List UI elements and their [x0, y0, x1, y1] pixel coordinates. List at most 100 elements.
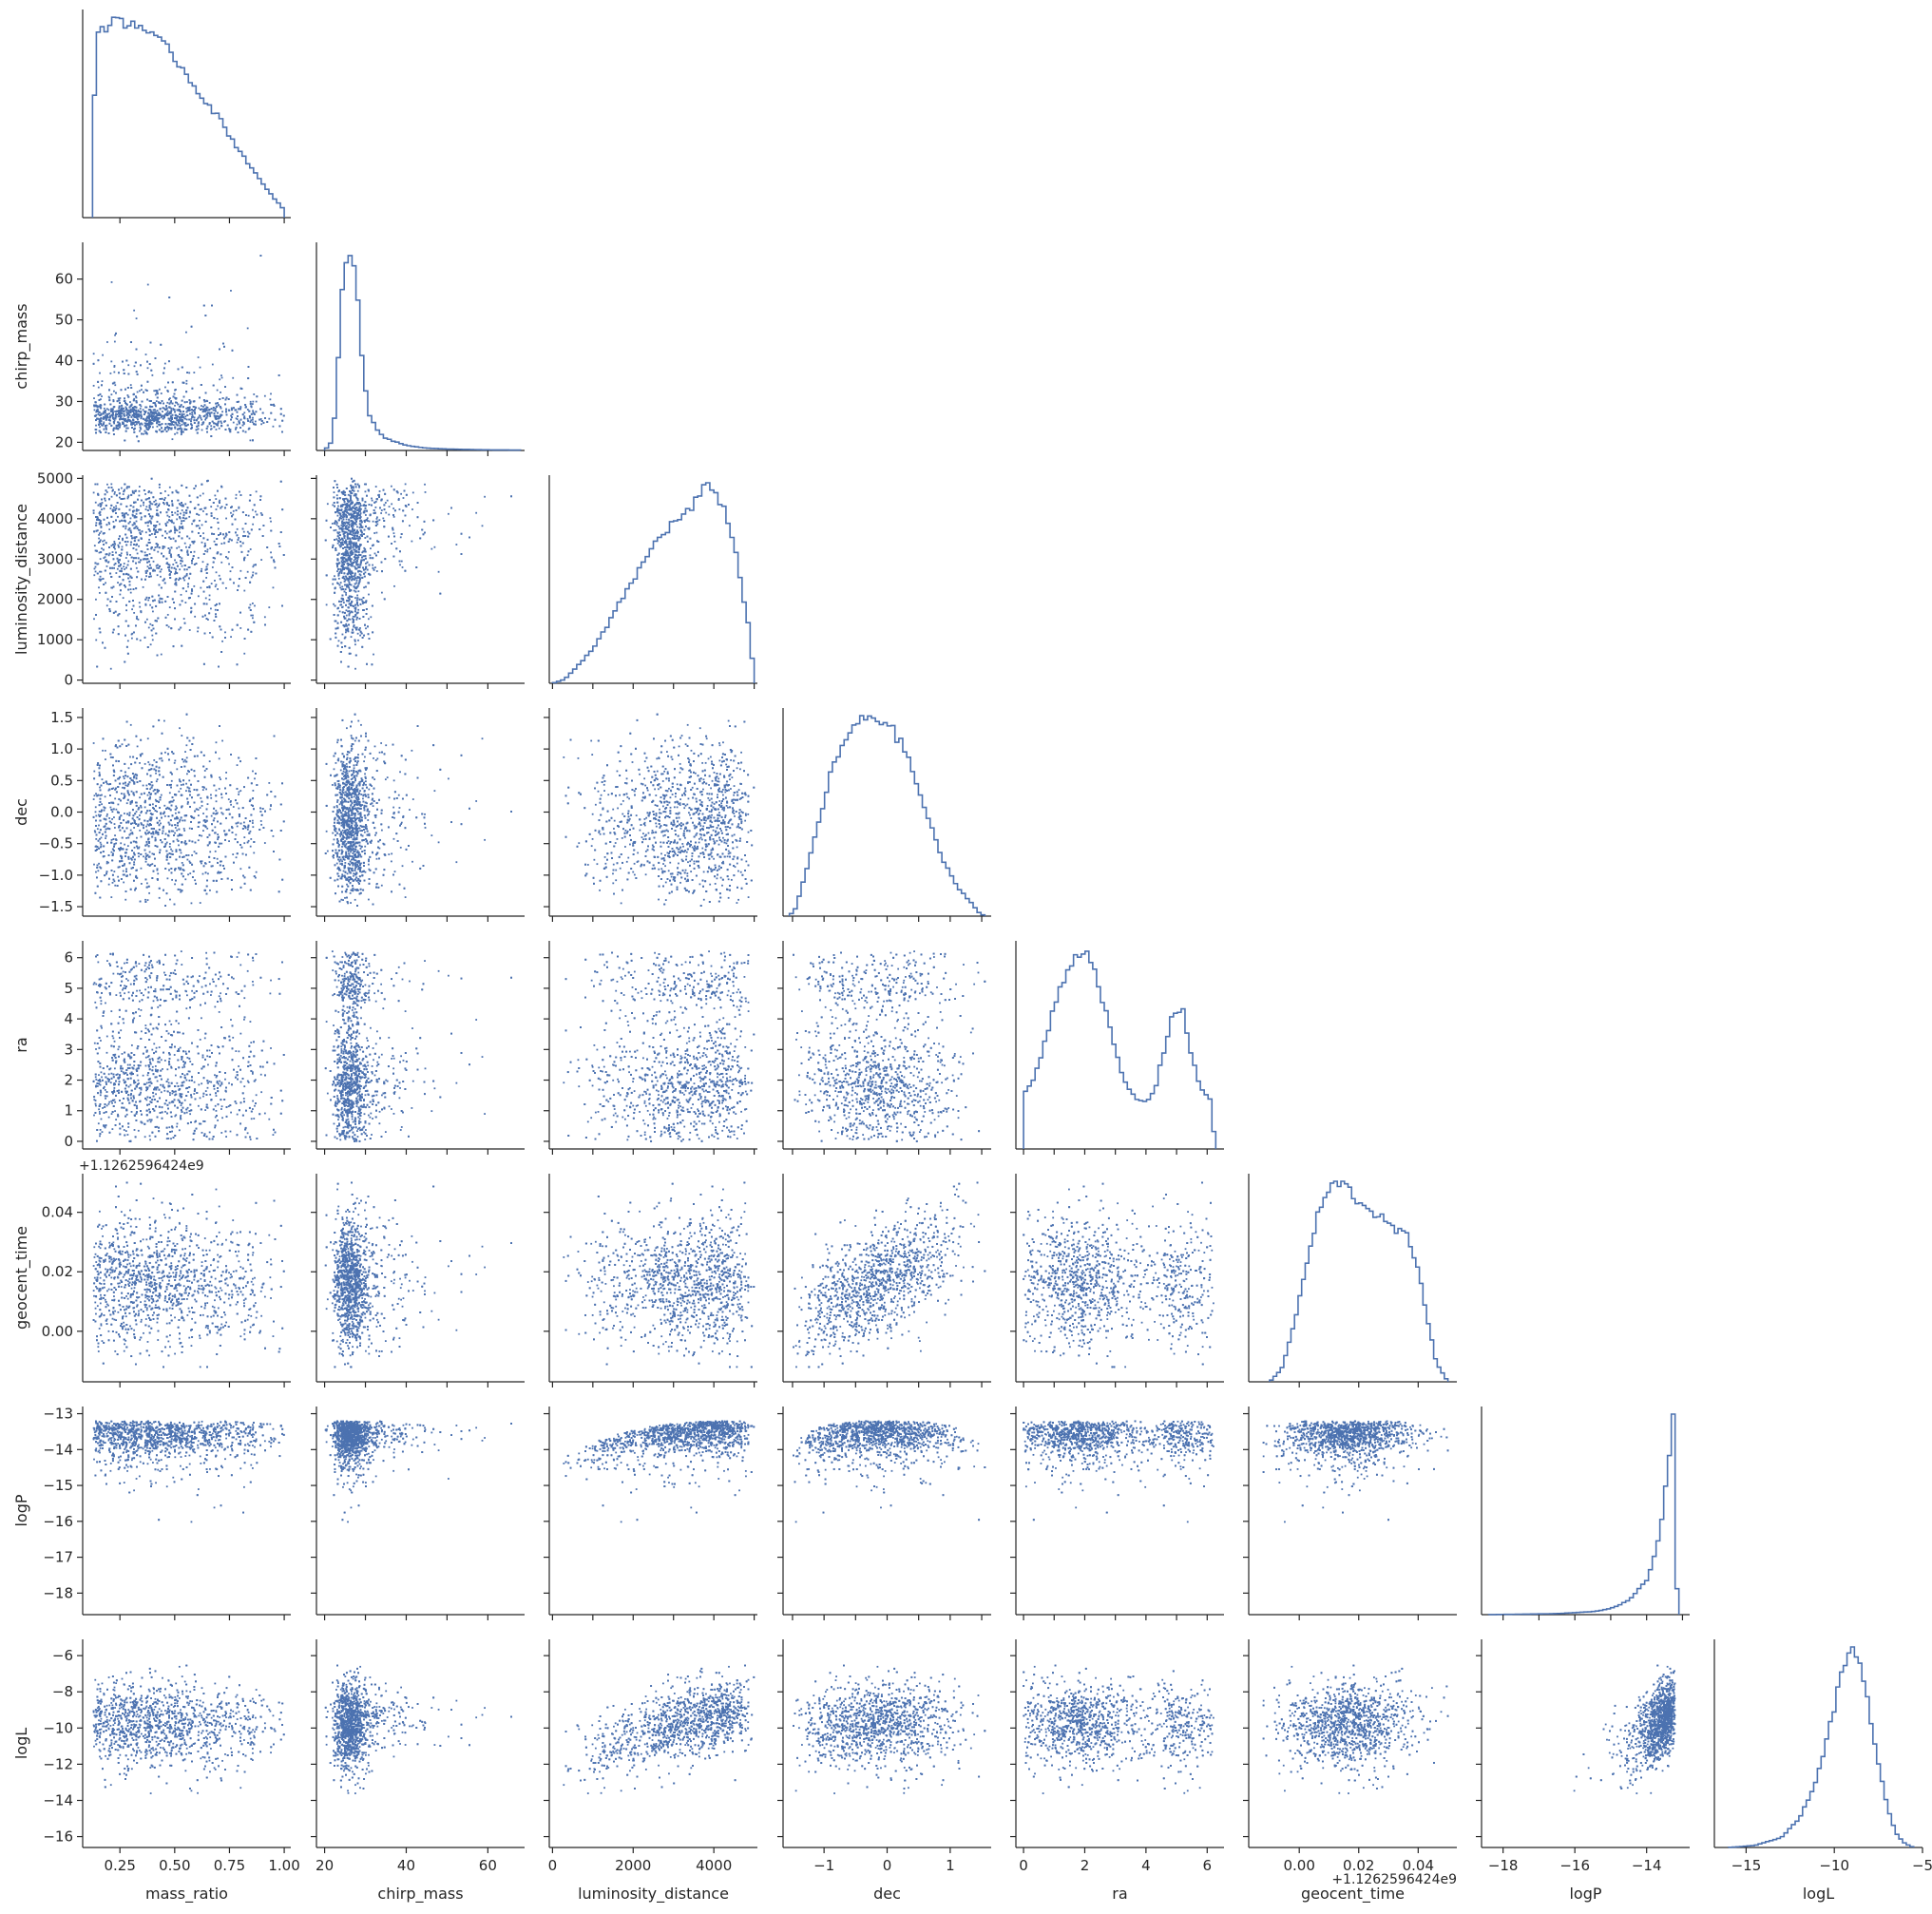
scatter-point [230, 415, 232, 417]
scatter-point [191, 412, 193, 413]
scatter-point [220, 374, 222, 376]
scatter-point [155, 393, 157, 395]
scatter-point [130, 409, 132, 411]
scatter-point [147, 284, 149, 286]
scatter-point [170, 408, 172, 410]
scatter-point [95, 429, 97, 431]
scatter-point [114, 384, 116, 386]
scatter-point [108, 397, 110, 399]
scatter-point [147, 367, 149, 369]
scatter-point [232, 377, 234, 379]
scatter-point [252, 421, 254, 423]
scatter-point [233, 422, 235, 424]
scatter-point [174, 405, 176, 407]
scatter-point [123, 408, 124, 410]
scatter-point [253, 393, 255, 395]
scatter-point [94, 409, 96, 411]
scatter-point [184, 418, 186, 420]
scatter-point [173, 424, 175, 426]
scatter-point [114, 365, 116, 367]
scatter-point [252, 417, 254, 419]
scatter-point [153, 390, 155, 392]
scatter-point [216, 429, 218, 431]
scatter-point [250, 401, 252, 403]
scatter-point [185, 408, 187, 410]
scatter-point [145, 354, 147, 355]
scatter-point [252, 410, 254, 412]
scatter-point [202, 406, 204, 408]
scatter-point [103, 421, 105, 423]
scatter-point [108, 409, 110, 411]
scatter-point [110, 360, 112, 362]
scatter-point [268, 418, 270, 420]
scatter-point [247, 409, 249, 411]
scatter-point [99, 426, 101, 428]
scatter-point [200, 367, 201, 369]
scatter-point [129, 401, 131, 403]
scatter-point [270, 393, 272, 395]
scatter-point [176, 432, 178, 434]
scatter-point [236, 417, 238, 419]
scatter-point [93, 397, 95, 399]
scatter-point [139, 390, 141, 392]
scatter-point [220, 422, 222, 424]
scatter-point [110, 393, 112, 395]
scatter-point [199, 414, 201, 416]
scatter-point [140, 408, 142, 410]
scatter-point [139, 431, 141, 432]
scatter-point [134, 365, 136, 367]
scatter-point [157, 426, 159, 428]
scatter-point [183, 413, 185, 415]
scatter-point [115, 428, 117, 430]
scatter-point [221, 411, 223, 412]
scatter-point [167, 411, 169, 412]
scatter-point [198, 408, 200, 410]
scatter-point [141, 389, 143, 391]
scatter-point [137, 392, 139, 393]
scatter-point [185, 332, 187, 334]
scatter-point [119, 397, 121, 399]
scatter-point [164, 363, 166, 365]
scatter-point [252, 419, 254, 421]
scatter-point [161, 392, 163, 394]
scatter-point [260, 423, 262, 425]
scatter-point [230, 290, 232, 292]
scatter-point [143, 433, 144, 435]
scatter-point [136, 317, 138, 319]
scatter-point [159, 389, 161, 391]
scatter-point [201, 419, 202, 421]
scatter-point [167, 429, 169, 431]
scatter-point [239, 406, 241, 408]
scatter-point [138, 416, 140, 418]
scatter-point [182, 424, 183, 426]
scatter-point [201, 430, 203, 431]
scatter-point [215, 408, 217, 410]
scatter-point [106, 341, 108, 343]
scatter-point [172, 438, 174, 440]
scatter-point [243, 412, 245, 413]
scatter-point [138, 411, 140, 412]
scatter-point [186, 419, 188, 421]
scatter-point [102, 354, 104, 356]
scatter-point [201, 405, 202, 407]
scatter-point [188, 372, 190, 373]
scatter-point [219, 378, 220, 380]
scatter-point [174, 433, 176, 435]
scatter-point [256, 401, 258, 403]
scatter-point [104, 408, 105, 410]
scatter-point [113, 372, 115, 373]
scatter-point [95, 425, 97, 427]
scatter-point [93, 353, 95, 354]
scatter-point [166, 402, 168, 404]
scatter-point [212, 364, 214, 366]
scatter-point [97, 413, 99, 415]
scatter-point [237, 424, 239, 426]
scatter-point [130, 384, 132, 386]
scatter-point [200, 417, 201, 419]
scatter-point [111, 281, 113, 283]
scatter-point [127, 364, 129, 366]
scatter-point [108, 412, 110, 414]
scatter-point [151, 374, 153, 376]
